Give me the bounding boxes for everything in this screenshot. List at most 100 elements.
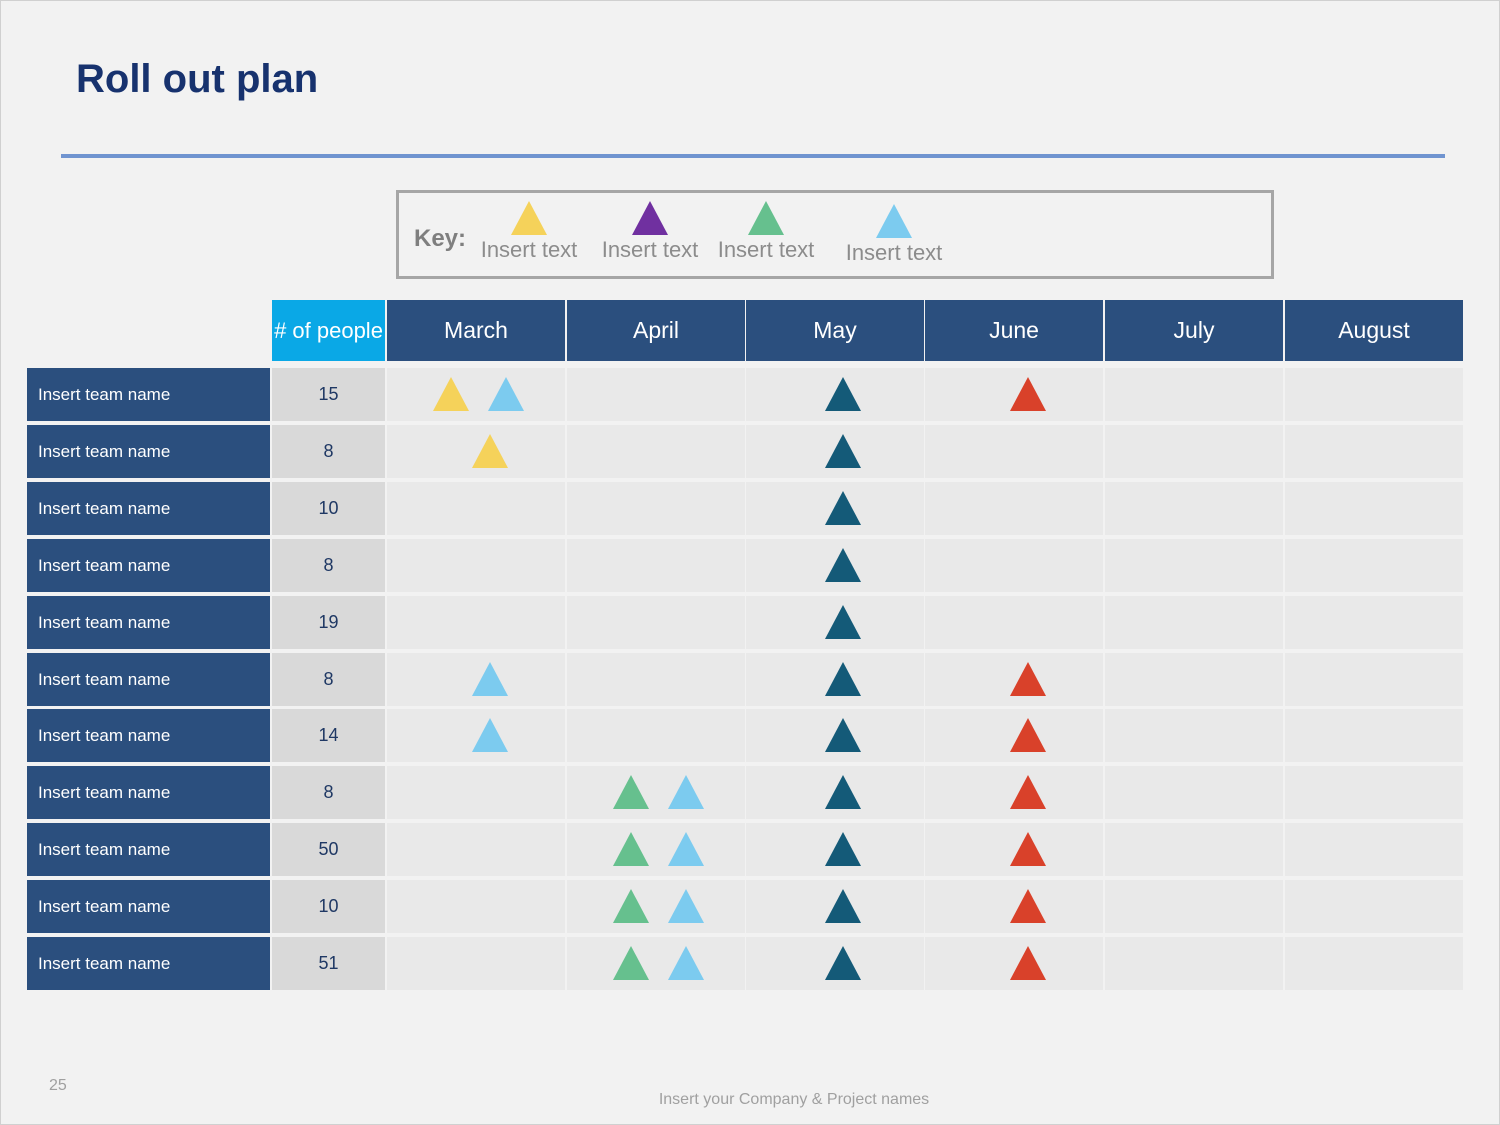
key-item-text: Insert text <box>601 237 699 262</box>
month-cell-april <box>567 766 745 819</box>
month-cell-april <box>567 823 745 876</box>
triangle-yellow-icon <box>472 434 508 468</box>
month-cell-august <box>1285 368 1463 421</box>
month-cell-may <box>746 823 924 876</box>
month-cell-august <box>1285 766 1463 819</box>
month-cell-august <box>1285 880 1463 933</box>
month-cell-june <box>925 823 1103 876</box>
month-cell-july <box>1105 823 1283 876</box>
triangle-dark-icon <box>825 377 861 411</box>
team-name-cell: Insert team name <box>27 880 270 933</box>
triangle-lightblue-icon <box>668 946 704 980</box>
month-cell-june <box>925 766 1103 819</box>
month-cell-april <box>567 880 745 933</box>
month-cell-march <box>387 539 565 592</box>
month-cell-april <box>567 368 745 421</box>
triangle-dark-icon <box>825 946 861 980</box>
triangle-lightblue-icon <box>488 377 524 411</box>
month-cell-july <box>1105 880 1283 933</box>
team-name-cell: Insert team name <box>27 823 270 876</box>
month-cell-may <box>746 709 924 762</box>
month-header-august: August <box>1285 300 1463 361</box>
people-count-cell: 8 <box>272 653 385 706</box>
title-divider <box>61 154 1445 158</box>
month-cell-march <box>387 482 565 535</box>
month-cell-june <box>925 425 1103 478</box>
people-count-cell: 14 <box>272 709 385 762</box>
month-cell-june <box>925 368 1103 421</box>
people-column-header: # of people <box>272 300 385 361</box>
month-cell-june <box>925 937 1103 990</box>
people-count-cell: 51 <box>272 937 385 990</box>
people-count-cell: 8 <box>272 766 385 819</box>
month-cell-april <box>567 539 745 592</box>
triangle-lightblue-icon <box>668 775 704 809</box>
key-label: Key: <box>414 225 467 252</box>
month-cell-august <box>1285 709 1463 762</box>
triangle-green-icon <box>748 201 784 235</box>
month-cell-july <box>1105 368 1283 421</box>
month-cell-july <box>1105 596 1283 649</box>
triangle-dark-icon <box>825 832 861 866</box>
key-item-text: Insert text <box>480 237 578 262</box>
month-header-april: April <box>567 300 745 361</box>
month-cell-april <box>567 653 745 706</box>
triangle-lightblue-icon <box>668 832 704 866</box>
team-name-cell: Insert team name <box>27 653 270 706</box>
month-cell-august <box>1285 937 1463 990</box>
month-cell-may <box>746 425 924 478</box>
month-cell-march <box>387 368 565 421</box>
triangle-red-icon <box>1010 832 1046 866</box>
triangle-dark-icon <box>825 548 861 582</box>
month-cell-august <box>1285 596 1463 649</box>
month-header-july: July <box>1105 300 1283 361</box>
month-cell-august <box>1285 539 1463 592</box>
month-cell-july <box>1105 709 1283 762</box>
month-cell-june <box>925 539 1103 592</box>
month-cell-may <box>746 368 924 421</box>
triangle-red-icon <box>1010 662 1046 696</box>
month-cell-may <box>746 539 924 592</box>
month-cell-may <box>746 880 924 933</box>
people-count-cell: 10 <box>272 880 385 933</box>
month-cell-july <box>1105 937 1283 990</box>
month-cell-march <box>387 425 565 478</box>
triangle-green-icon <box>613 946 649 980</box>
month-cell-april <box>567 482 745 535</box>
triangle-lightblue-icon <box>876 204 912 238</box>
month-cell-april <box>567 596 745 649</box>
month-cell-march <box>387 937 565 990</box>
month-header-march: March <box>387 300 565 361</box>
team-name-cell: Insert team name <box>27 766 270 819</box>
month-cell-april <box>567 709 745 762</box>
month-cell-august <box>1285 425 1463 478</box>
month-header-may: May <box>746 300 924 361</box>
month-header-june: June <box>925 300 1103 361</box>
triangle-dark-icon <box>825 889 861 923</box>
team-name-cell: Insert team name <box>27 596 270 649</box>
month-cell-may <box>746 766 924 819</box>
triangle-dark-icon <box>825 434 861 468</box>
people-count-cell: 8 <box>272 539 385 592</box>
triangle-yellow-icon <box>511 201 547 235</box>
month-cell-may <box>746 482 924 535</box>
people-count-cell: 8 <box>272 425 385 478</box>
people-count-cell: 10 <box>272 482 385 535</box>
team-name-cell: Insert team name <box>27 937 270 990</box>
triangle-lightblue-icon <box>668 889 704 923</box>
key-item-yellow: Insert text <box>474 201 584 263</box>
triangle-lightblue-icon <box>472 662 508 696</box>
page-number: 25 <box>49 1077 67 1094</box>
triangle-purple-icon <box>632 201 668 235</box>
month-cell-july <box>1105 653 1283 706</box>
key-item-text: Insert text <box>845 240 943 265</box>
key-item-purple: Insert text <box>595 201 705 263</box>
triangle-lightblue-icon <box>472 718 508 752</box>
triangle-yellow-icon <box>433 377 469 411</box>
month-cell-july <box>1105 539 1283 592</box>
triangle-red-icon <box>1010 718 1046 752</box>
month-cell-may <box>746 596 924 649</box>
people-count-cell: 15 <box>272 368 385 421</box>
month-cell-may <box>746 937 924 990</box>
